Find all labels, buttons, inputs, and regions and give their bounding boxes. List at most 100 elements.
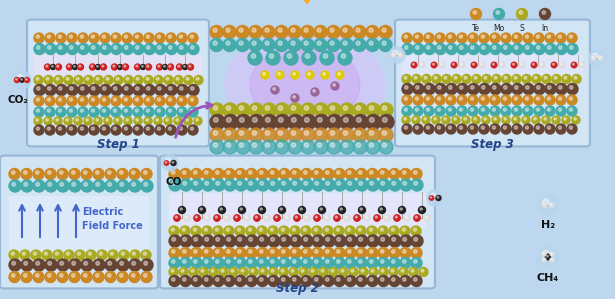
Text: Step 1: Step 1 <box>97 138 140 151</box>
Ellipse shape <box>317 131 322 135</box>
Ellipse shape <box>425 216 427 218</box>
Ellipse shape <box>415 108 418 111</box>
Ellipse shape <box>259 268 268 277</box>
Ellipse shape <box>435 43 446 54</box>
Ellipse shape <box>60 171 63 174</box>
Ellipse shape <box>327 103 341 117</box>
Ellipse shape <box>213 248 224 259</box>
FancyBboxPatch shape <box>169 193 426 228</box>
Ellipse shape <box>86 119 89 121</box>
Ellipse shape <box>24 261 28 265</box>
Ellipse shape <box>157 98 161 101</box>
Ellipse shape <box>525 126 528 129</box>
Ellipse shape <box>36 274 39 277</box>
Ellipse shape <box>422 74 431 83</box>
Ellipse shape <box>457 33 467 43</box>
Ellipse shape <box>431 62 437 68</box>
Ellipse shape <box>9 271 20 283</box>
Text: In: In <box>541 24 549 33</box>
Ellipse shape <box>205 181 208 185</box>
Ellipse shape <box>36 87 40 90</box>
Ellipse shape <box>24 182 28 186</box>
Ellipse shape <box>89 85 100 95</box>
Ellipse shape <box>71 274 75 277</box>
Ellipse shape <box>92 46 95 49</box>
Ellipse shape <box>58 87 62 90</box>
Ellipse shape <box>323 235 335 247</box>
Ellipse shape <box>327 115 342 129</box>
Ellipse shape <box>144 117 152 125</box>
Ellipse shape <box>282 260 285 263</box>
Ellipse shape <box>314 260 318 263</box>
Ellipse shape <box>199 268 208 277</box>
Ellipse shape <box>102 127 106 130</box>
Ellipse shape <box>81 109 84 112</box>
Ellipse shape <box>304 278 307 281</box>
Ellipse shape <box>569 86 573 89</box>
Ellipse shape <box>177 43 188 54</box>
Ellipse shape <box>34 117 42 125</box>
Ellipse shape <box>172 171 175 174</box>
Ellipse shape <box>262 39 275 51</box>
Ellipse shape <box>304 250 307 253</box>
Ellipse shape <box>414 76 417 79</box>
Ellipse shape <box>252 41 256 45</box>
Ellipse shape <box>336 228 339 231</box>
Ellipse shape <box>69 169 80 179</box>
Ellipse shape <box>315 237 319 241</box>
Ellipse shape <box>180 98 183 101</box>
Ellipse shape <box>144 261 148 265</box>
Ellipse shape <box>55 64 62 70</box>
Ellipse shape <box>461 63 462 65</box>
Ellipse shape <box>404 97 408 100</box>
Ellipse shape <box>169 169 180 179</box>
Ellipse shape <box>252 143 256 147</box>
Ellipse shape <box>533 63 534 65</box>
Ellipse shape <box>124 127 127 130</box>
Ellipse shape <box>457 124 467 134</box>
Ellipse shape <box>34 107 44 117</box>
Ellipse shape <box>525 108 528 111</box>
Text: Step 3: Step 3 <box>471 138 514 151</box>
Ellipse shape <box>190 98 194 101</box>
Ellipse shape <box>399 268 408 277</box>
Ellipse shape <box>341 269 344 272</box>
Ellipse shape <box>545 43 556 54</box>
Ellipse shape <box>64 117 72 125</box>
Ellipse shape <box>136 119 138 121</box>
Ellipse shape <box>194 215 200 221</box>
Ellipse shape <box>340 25 353 39</box>
Ellipse shape <box>177 33 187 43</box>
Ellipse shape <box>413 106 423 116</box>
Ellipse shape <box>184 117 192 125</box>
Ellipse shape <box>556 33 566 43</box>
Ellipse shape <box>124 117 132 125</box>
Ellipse shape <box>44 117 52 125</box>
Ellipse shape <box>395 216 397 218</box>
Ellipse shape <box>252 28 256 32</box>
Ellipse shape <box>279 268 288 277</box>
Ellipse shape <box>136 65 138 67</box>
Text: Electric: Electric <box>82 207 123 217</box>
Ellipse shape <box>12 171 15 174</box>
Ellipse shape <box>381 269 384 272</box>
Ellipse shape <box>547 86 551 89</box>
Ellipse shape <box>311 269 314 272</box>
Ellipse shape <box>104 117 112 125</box>
Ellipse shape <box>459 126 462 129</box>
Ellipse shape <box>523 33 533 43</box>
Ellipse shape <box>178 65 180 67</box>
Ellipse shape <box>309 268 318 277</box>
Ellipse shape <box>223 103 237 117</box>
Ellipse shape <box>155 43 166 54</box>
Ellipse shape <box>343 131 347 135</box>
Ellipse shape <box>381 181 384 185</box>
Ellipse shape <box>194 237 197 241</box>
Ellipse shape <box>323 54 328 58</box>
Ellipse shape <box>522 116 530 124</box>
Ellipse shape <box>57 180 69 192</box>
Ellipse shape <box>278 106 283 110</box>
Ellipse shape <box>311 88 319 96</box>
Ellipse shape <box>366 115 381 129</box>
Ellipse shape <box>402 106 412 116</box>
